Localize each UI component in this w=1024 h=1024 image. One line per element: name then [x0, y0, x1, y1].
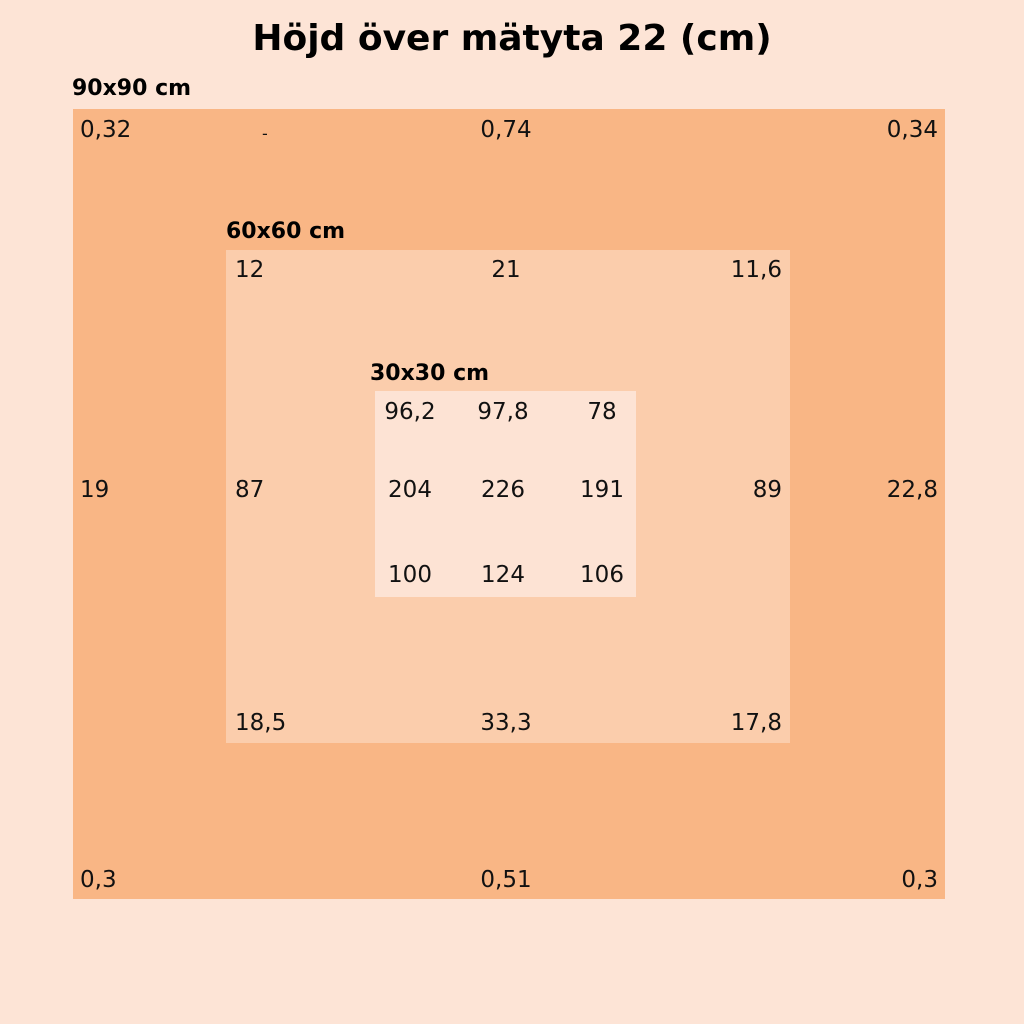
square-label: 30x30 cm — [370, 361, 490, 386]
measurement: 22,8 — [886, 477, 938, 503]
measurement: 191 — [580, 477, 624, 503]
measurement: 78 — [587, 399, 617, 425]
measurement: 100 — [388, 562, 432, 588]
measurement: 0,74 — [480, 117, 532, 143]
measurement: 11,6 — [730, 257, 782, 283]
measurement: 17,8 — [730, 710, 782, 736]
measurement: 124 — [481, 562, 525, 588]
square-label: 60x60 cm — [226, 219, 346, 244]
measurement: 21 — [491, 257, 521, 283]
measurement: 19 — [80, 477, 110, 503]
measurement: 18,5 — [235, 710, 287, 736]
measurement: 204 — [388, 477, 432, 503]
measurement: 87 — [235, 477, 265, 503]
measurement: 0,34 — [886, 117, 938, 143]
square-30 — [375, 391, 636, 597]
measurement: 96,2 — [384, 399, 436, 425]
measurement: 226 — [481, 477, 525, 503]
title: Höjd över mätyta 22 (cm) — [252, 18, 772, 59]
measurement: 89 — [752, 477, 782, 503]
measurement: 33,3 — [480, 710, 532, 736]
measurement: 12 — [235, 257, 265, 283]
measurement: 0,3 — [80, 867, 117, 893]
measurement: 0,3 — [901, 867, 938, 893]
square-label: 90x90 cm — [72, 76, 192, 101]
dash-mark: - — [262, 124, 268, 143]
measurement: 97,8 — [477, 399, 529, 425]
measurement: 106 — [580, 562, 624, 588]
measurement: 0,32 — [80, 117, 132, 143]
measurement: 0,51 — [480, 867, 532, 893]
